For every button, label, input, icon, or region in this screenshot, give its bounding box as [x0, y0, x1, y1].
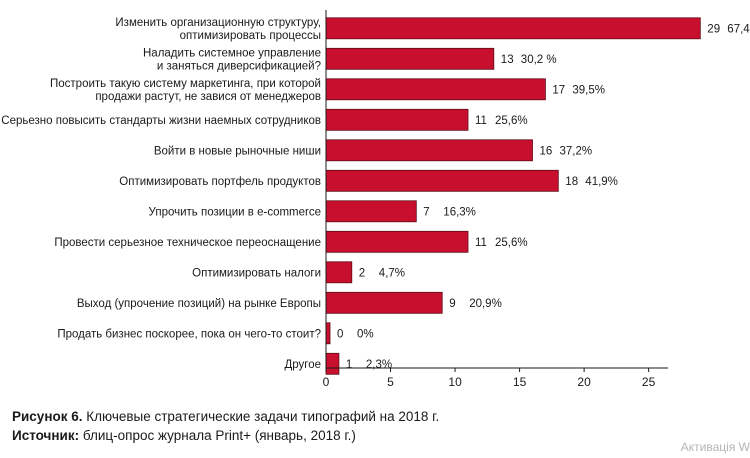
- percent-label-9: 20,9%: [469, 298, 502, 310]
- figure-label: Рисунок 6.: [12, 409, 83, 424]
- x-tick-label-5: 25: [642, 375, 656, 389]
- value-label-3: 11: [475, 115, 487, 127]
- category-label-line: Войти в новые рыночные ниши: [154, 145, 321, 157]
- percent-label-4: 37,2%: [560, 145, 593, 157]
- bar-5: [325, 169, 559, 192]
- bar-4: [325, 139, 533, 162]
- category-label-line: Выход (упрочение позиций) на рынке Европ…: [77, 298, 321, 310]
- category-label-7: Провести серьезное техническое переоснащ…: [54, 237, 321, 249]
- x-tick-label-3: 15: [513, 375, 527, 389]
- category-label-line: Изменить организационную структуру,: [115, 17, 321, 29]
- category-label-line: Наладить системное управление: [143, 47, 321, 59]
- category-label-6: Упрочить позиции в e-commerce: [149, 206, 321, 218]
- category-label-2: Построить такую систему маркетинга, при …: [50, 78, 321, 103]
- activation-watermark: Активація W: [680, 440, 750, 454]
- x-tick-label-2: 10: [448, 375, 462, 389]
- percent-label-11: 2,3%: [366, 359, 392, 371]
- bar-2: [325, 78, 546, 101]
- source-caption: Источник: блиц-опрос журнала Print+ (янв…: [12, 428, 356, 443]
- value-label-2: 17: [552, 84, 565, 96]
- category-label-4: Войти в новые рыночные ниши: [154, 145, 321, 157]
- percent-label-1: 30,2 %: [521, 54, 557, 66]
- percent-label-0: 67,4%: [727, 23, 750, 35]
- value-label-8: 2: [359, 267, 365, 279]
- bar-9: [325, 291, 443, 314]
- category-label-line: оптимизировать процессы: [180, 30, 321, 42]
- category-label-8: Оптимизировать налоги: [192, 267, 321, 279]
- percent-label-6: 16,3%: [443, 206, 476, 218]
- bar-8: [325, 261, 353, 284]
- figure-caption: Рисунок 6. Ключевые стратегические задач…: [12, 409, 439, 424]
- value-label-10: 0: [337, 328, 343, 340]
- x-tick-label-0: 0: [323, 375, 330, 389]
- x-tick-label-4: 20: [577, 375, 591, 389]
- bar-6: [325, 200, 417, 223]
- category-label-line: Построить такую систему маркетинга, при …: [50, 78, 321, 90]
- category-label-line: Упрочить позиции в e-commerce: [149, 206, 321, 218]
- value-label-5: 18: [565, 176, 578, 188]
- category-label-line: Оптимизировать налоги: [192, 267, 321, 279]
- percent-label-2: 39,5%: [572, 84, 605, 96]
- value-label-9: 9: [449, 298, 455, 310]
- category-label-3: Серьезно повысить стандарты жизни наемны…: [1, 115, 321, 127]
- category-label-5: Оптимизировать портфель продуктов: [119, 176, 321, 188]
- percent-label-5: 41,9%: [585, 176, 618, 188]
- category-label-line: продажи растут, не завися от менеджеров: [95, 91, 321, 103]
- category-label-line: Провести серьезное техническое переоснащ…: [54, 237, 321, 249]
- value-label-7: 11: [475, 237, 487, 249]
- percent-label-8: 4,7%: [379, 267, 405, 279]
- bar-11: [325, 352, 340, 375]
- x-tick-label-1: 5: [387, 375, 394, 389]
- percent-label-3: 25,6%: [495, 115, 528, 127]
- figure-title: Ключевые стратегические задачи типографи…: [82, 409, 440, 424]
- category-label-9: Выход (упрочение позиций) на рынке Европ…: [77, 298, 321, 310]
- percent-label-10: 0%: [357, 328, 374, 340]
- value-label-4: 16: [540, 145, 553, 157]
- category-label-11: Другое: [284, 359, 321, 371]
- bar-0: [325, 17, 701, 40]
- value-label-0: 29: [707, 23, 720, 35]
- bar-1: [325, 47, 495, 70]
- bar-3: [325, 108, 469, 131]
- category-label-10: Продать бизнес поскорее, пока он чего-то…: [57, 328, 321, 340]
- source-text: блиц-опрос журнала Print+ (январь, 2018 …: [79, 428, 356, 443]
- category-label-0: Изменить организационную структуру, оптим…: [115, 17, 321, 42]
- category-label-1: Наладить системное управление и заняться …: [143, 47, 321, 72]
- percent-label-7: 25,6%: [495, 237, 528, 249]
- category-label-line: Продать бизнес поскорее, пока он чего-то…: [57, 328, 321, 340]
- value-label-11: 1: [346, 359, 352, 371]
- value-label-6: 7: [423, 206, 429, 218]
- bar-10: [325, 322, 331, 345]
- category-label-line: Оптимизировать портфель продуктов: [119, 176, 321, 188]
- bar-chart: Изменить организационную структуру, оптим…: [1, 10, 750, 389]
- category-label-line: Другое: [284, 359, 321, 371]
- category-label-line: и заняться диверсификацией?: [157, 60, 321, 72]
- bar-7: [325, 230, 469, 253]
- value-label-1: 13: [501, 54, 514, 66]
- category-label-line: Серьезно повысить стандарты жизни наемны…: [1, 115, 321, 127]
- source-label: Источник:: [12, 428, 80, 443]
